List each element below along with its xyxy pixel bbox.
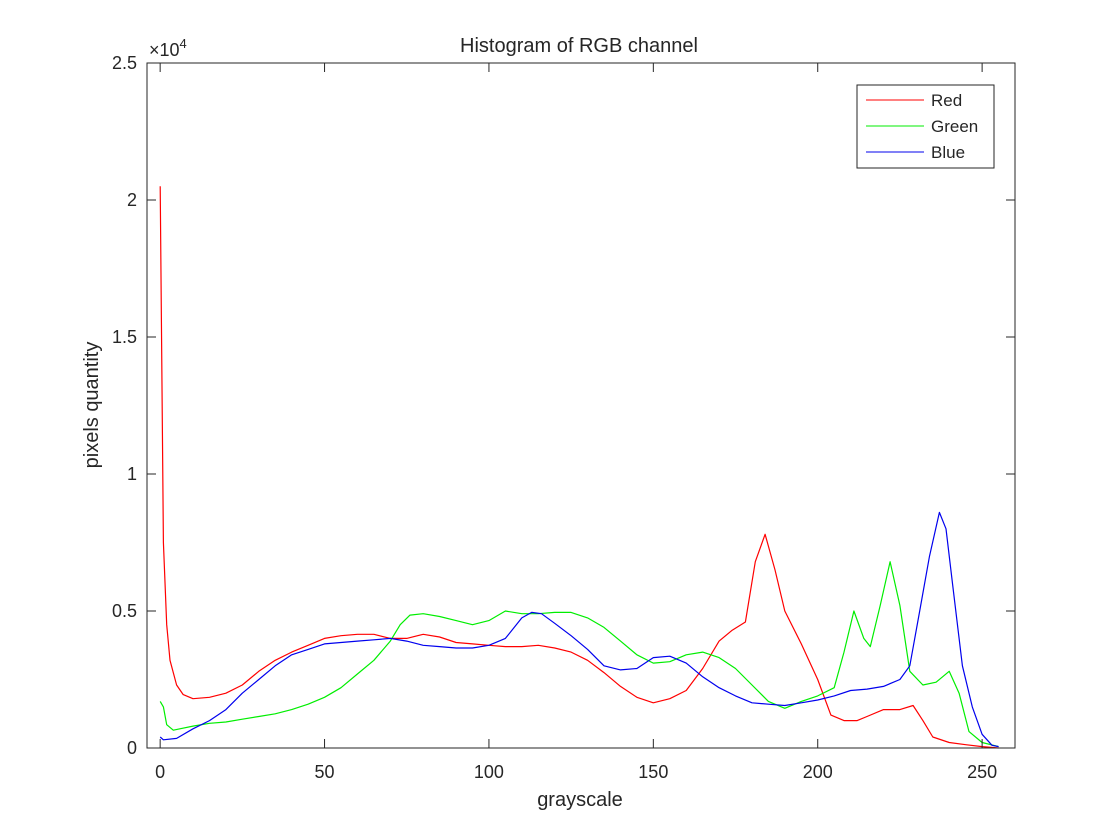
x-tick-label-200: 200 xyxy=(803,762,833,782)
y-axis-title: pixels quantity xyxy=(81,342,103,469)
series-line-blue xyxy=(159,511,999,748)
y-tick-label-10000: 1 xyxy=(127,464,137,484)
ticks-layer: 0 50 100 150 200 250 0 0.5 1 1.5 2 2.5 xyxy=(112,53,1015,782)
legend-label-blue: Blue xyxy=(931,143,965,162)
legend: Red Green Blue xyxy=(856,84,995,169)
legend-label-green: Green xyxy=(931,117,978,136)
y-exponent-label: ×104 xyxy=(149,36,187,60)
x-tick-label-50: 50 xyxy=(315,762,335,782)
x-tick-label-250: 250 xyxy=(967,762,997,782)
x-tick-label-100: 100 xyxy=(474,762,504,782)
axes-background xyxy=(147,63,1015,748)
y-tick-label-0: 0 xyxy=(127,738,137,758)
series-line-green xyxy=(159,561,999,748)
y-tick-label-15000: 1.5 xyxy=(112,327,137,347)
y-tick-label-20000: 2 xyxy=(127,190,137,210)
axes-box xyxy=(146,62,1016,749)
x-tick-label-150: 150 xyxy=(638,762,668,782)
plot-area: 0 50 100 150 200 250 0 0.5 1 1.5 2 2.5 xyxy=(112,53,1016,782)
y-tick-label-5000: 0.5 xyxy=(112,601,137,621)
series-line-red xyxy=(159,186,999,749)
legend-label-red: Red xyxy=(931,91,962,110)
chart-title: Histogram of RGB channel xyxy=(460,35,698,57)
x-axis-title: grayscale xyxy=(537,789,623,811)
y-tick-label-25000: 2.5 xyxy=(112,53,137,73)
series-layer xyxy=(159,186,999,749)
x-tick-label-0: 0 xyxy=(155,762,165,782)
